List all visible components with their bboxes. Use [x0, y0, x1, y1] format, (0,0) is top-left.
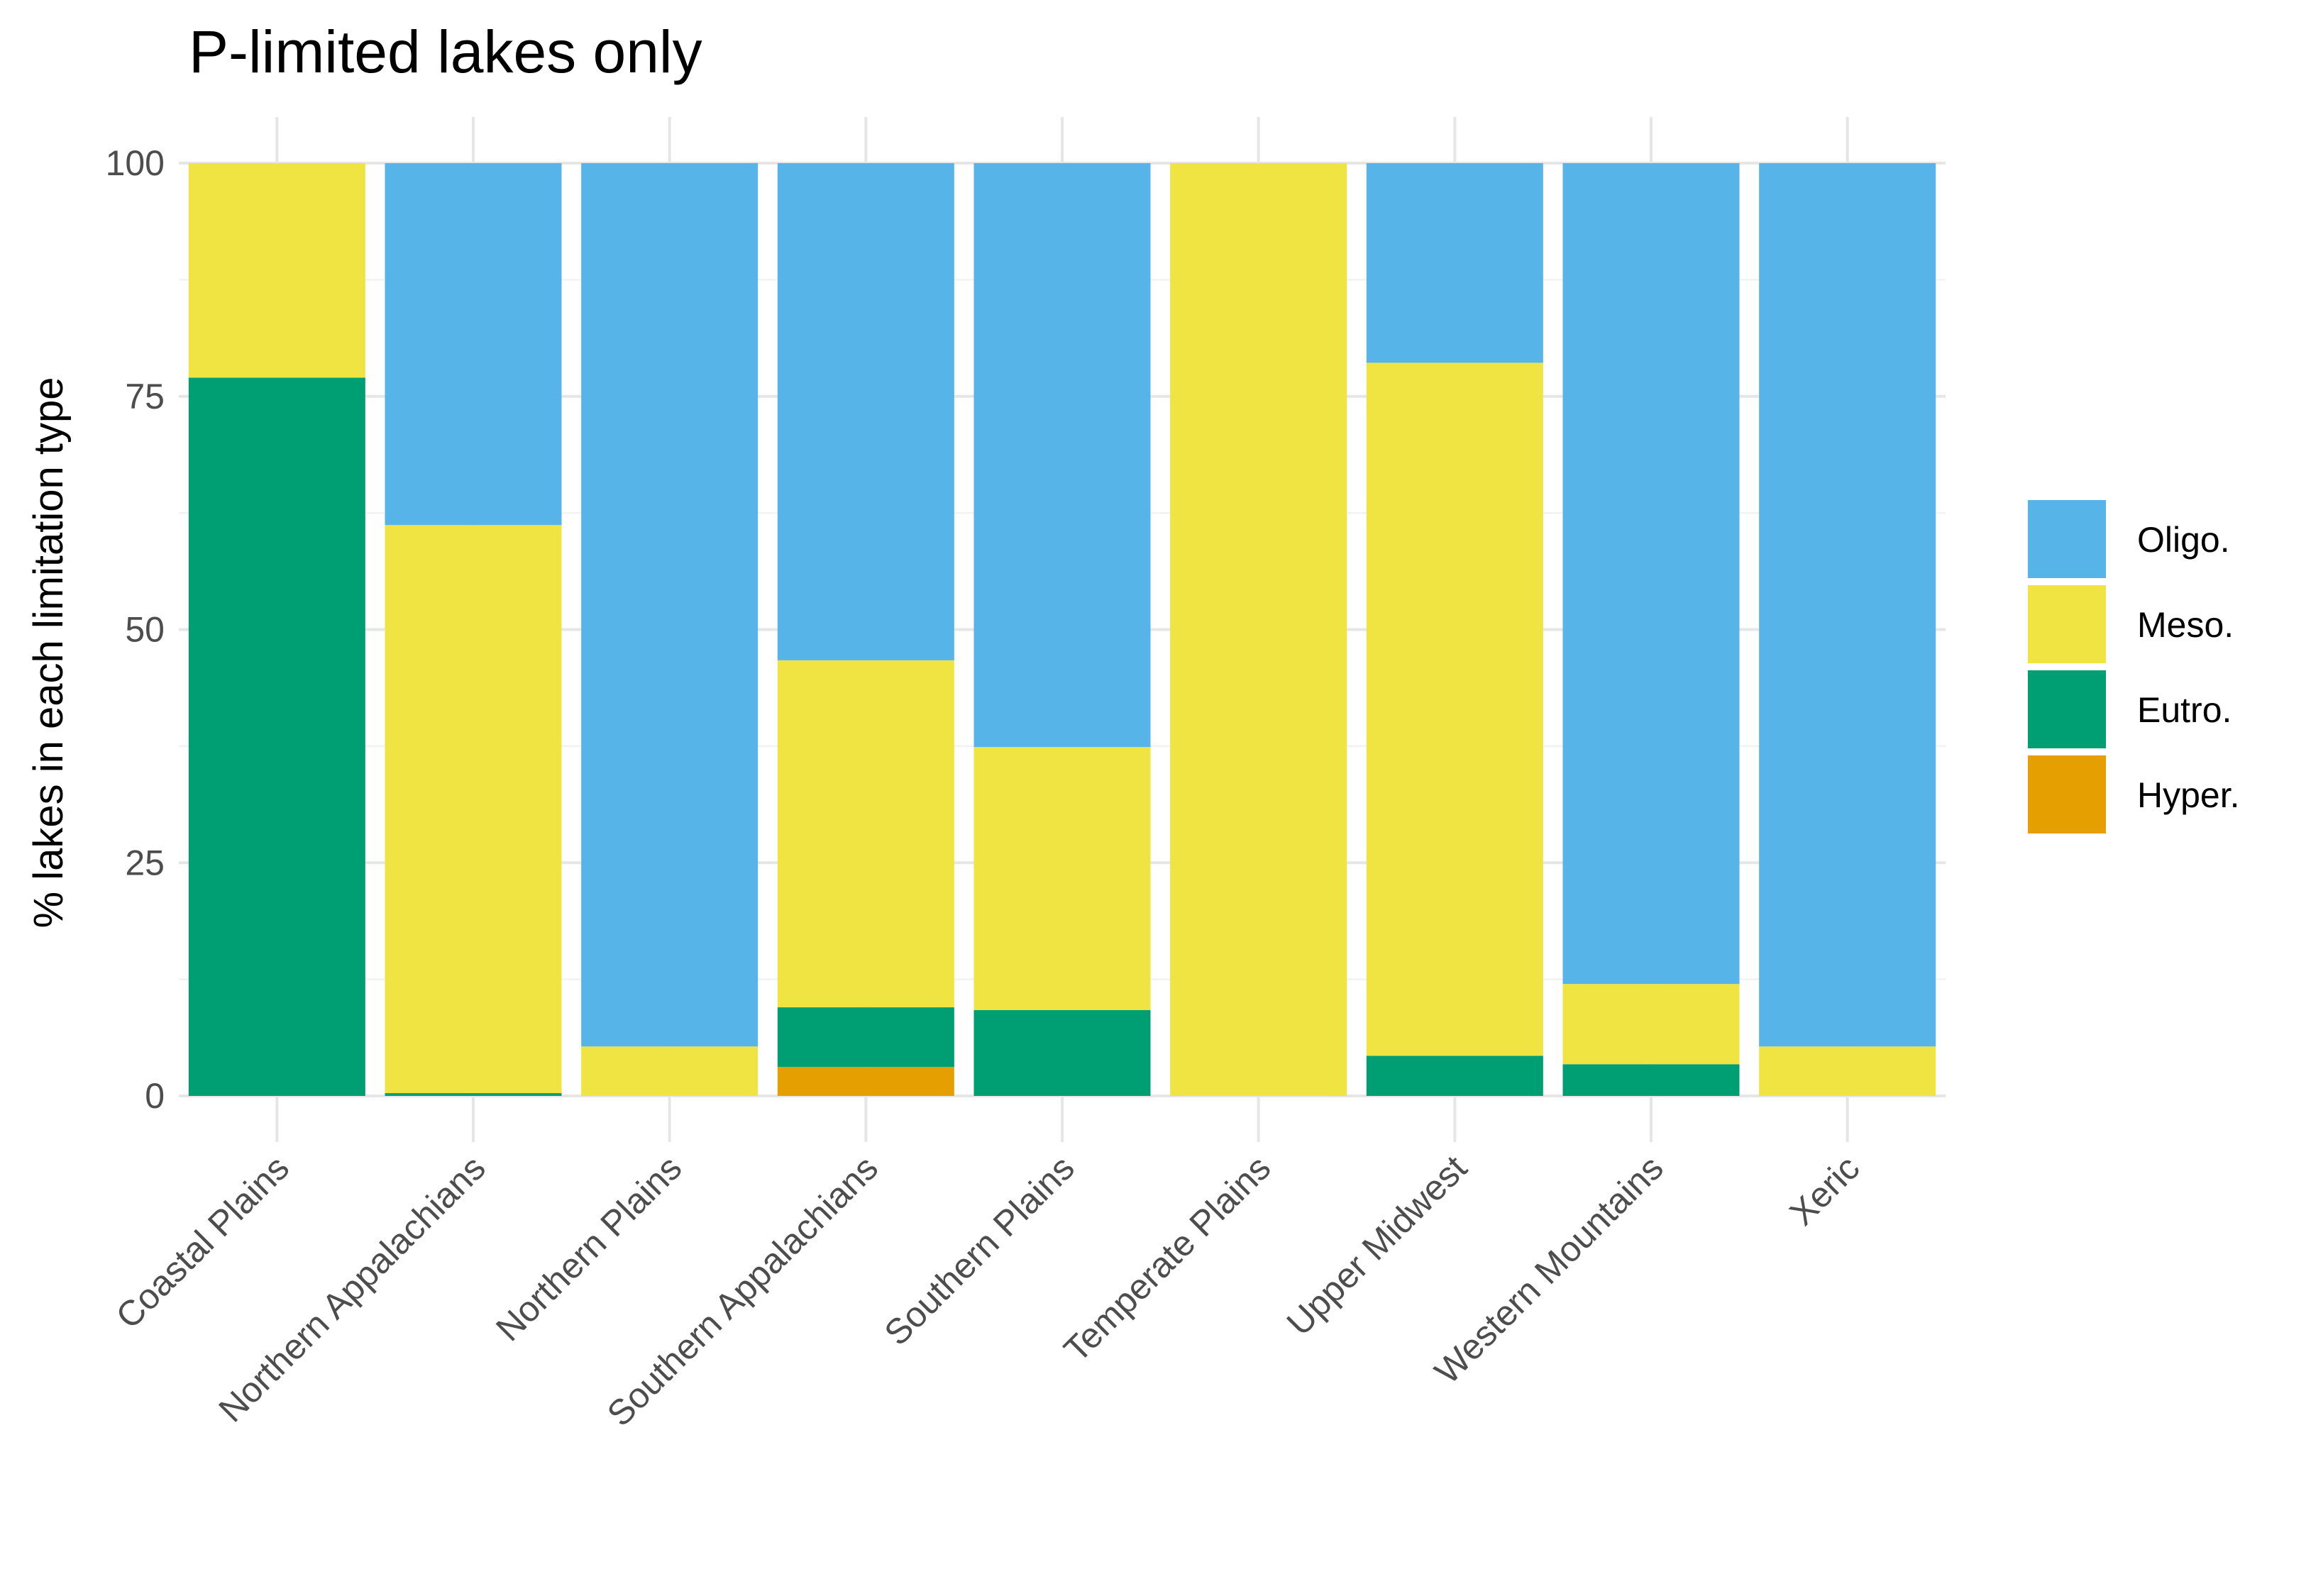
- bar-segment: [777, 163, 954, 660]
- bar-segment: [385, 525, 562, 1094]
- x-tick-label: Southern Plains: [877, 1148, 1082, 1353]
- legend-swatch: [2028, 585, 2106, 663]
- x-tick-label: Northern Plains: [488, 1148, 689, 1348]
- bar-segment: [1366, 1055, 1543, 1096]
- chart-title: P-limited lakes only: [189, 18, 702, 85]
- bar-segment: [1170, 163, 1347, 1096]
- y-tick-label: 100: [106, 143, 165, 183]
- y-tick-label: 25: [125, 843, 165, 882]
- y-axis-title: % lakes in each limitation type: [26, 377, 72, 929]
- bar-segment: [973, 163, 1151, 748]
- legend-label: Hyper.: [2137, 775, 2240, 815]
- bar-segment: [581, 163, 758, 1047]
- bar-segment: [188, 377, 365, 1096]
- bar-segment: [777, 660, 954, 1008]
- y-tick-label: 0: [145, 1076, 165, 1116]
- x-tick-label: Temperate Plains: [1057, 1148, 1279, 1370]
- x-tick-label: Coastal Plains: [109, 1148, 297, 1336]
- legend: Oligo. Meso. Eutro. Hyper.: [2028, 500, 2240, 833]
- bar-segment: [1562, 163, 1740, 985]
- legend-swatch: [2028, 755, 2106, 833]
- legend-label: Meso.: [2137, 605, 2234, 645]
- bar-segment: [385, 1093, 562, 1096]
- y-tick-label: 75: [125, 377, 165, 416]
- y-axis-ticks: 0 25 50 75 100: [106, 143, 165, 1116]
- legend-swatch: [2028, 500, 2106, 578]
- x-tick-label: Upper Midwest: [1279, 1148, 1474, 1343]
- legend-label: Eutro.: [2137, 690, 2231, 730]
- bar-segment: [1562, 1064, 1740, 1096]
- bar-segment: [581, 1046, 758, 1096]
- bar-segment: [1562, 984, 1740, 1065]
- bar-segment: [188, 163, 365, 378]
- bar-segment: [777, 1067, 954, 1096]
- bar-segment: [1366, 163, 1543, 363]
- legend-label: Oligo.: [2137, 520, 2230, 560]
- x-tick-label: Xeric: [1782, 1148, 1867, 1233]
- bar-segment: [973, 1010, 1151, 1096]
- bar-segment: [1366, 362, 1543, 1056]
- y-tick-label: 50: [125, 610, 165, 650]
- bar-segment: [973, 747, 1151, 1011]
- bar-segment: [385, 163, 562, 526]
- bar-segment: [777, 1007, 954, 1068]
- bar-segment: [1759, 1046, 1936, 1096]
- bar-segment: [1759, 163, 1936, 1047]
- bars: [188, 163, 1936, 1096]
- legend-swatch: [2028, 670, 2106, 748]
